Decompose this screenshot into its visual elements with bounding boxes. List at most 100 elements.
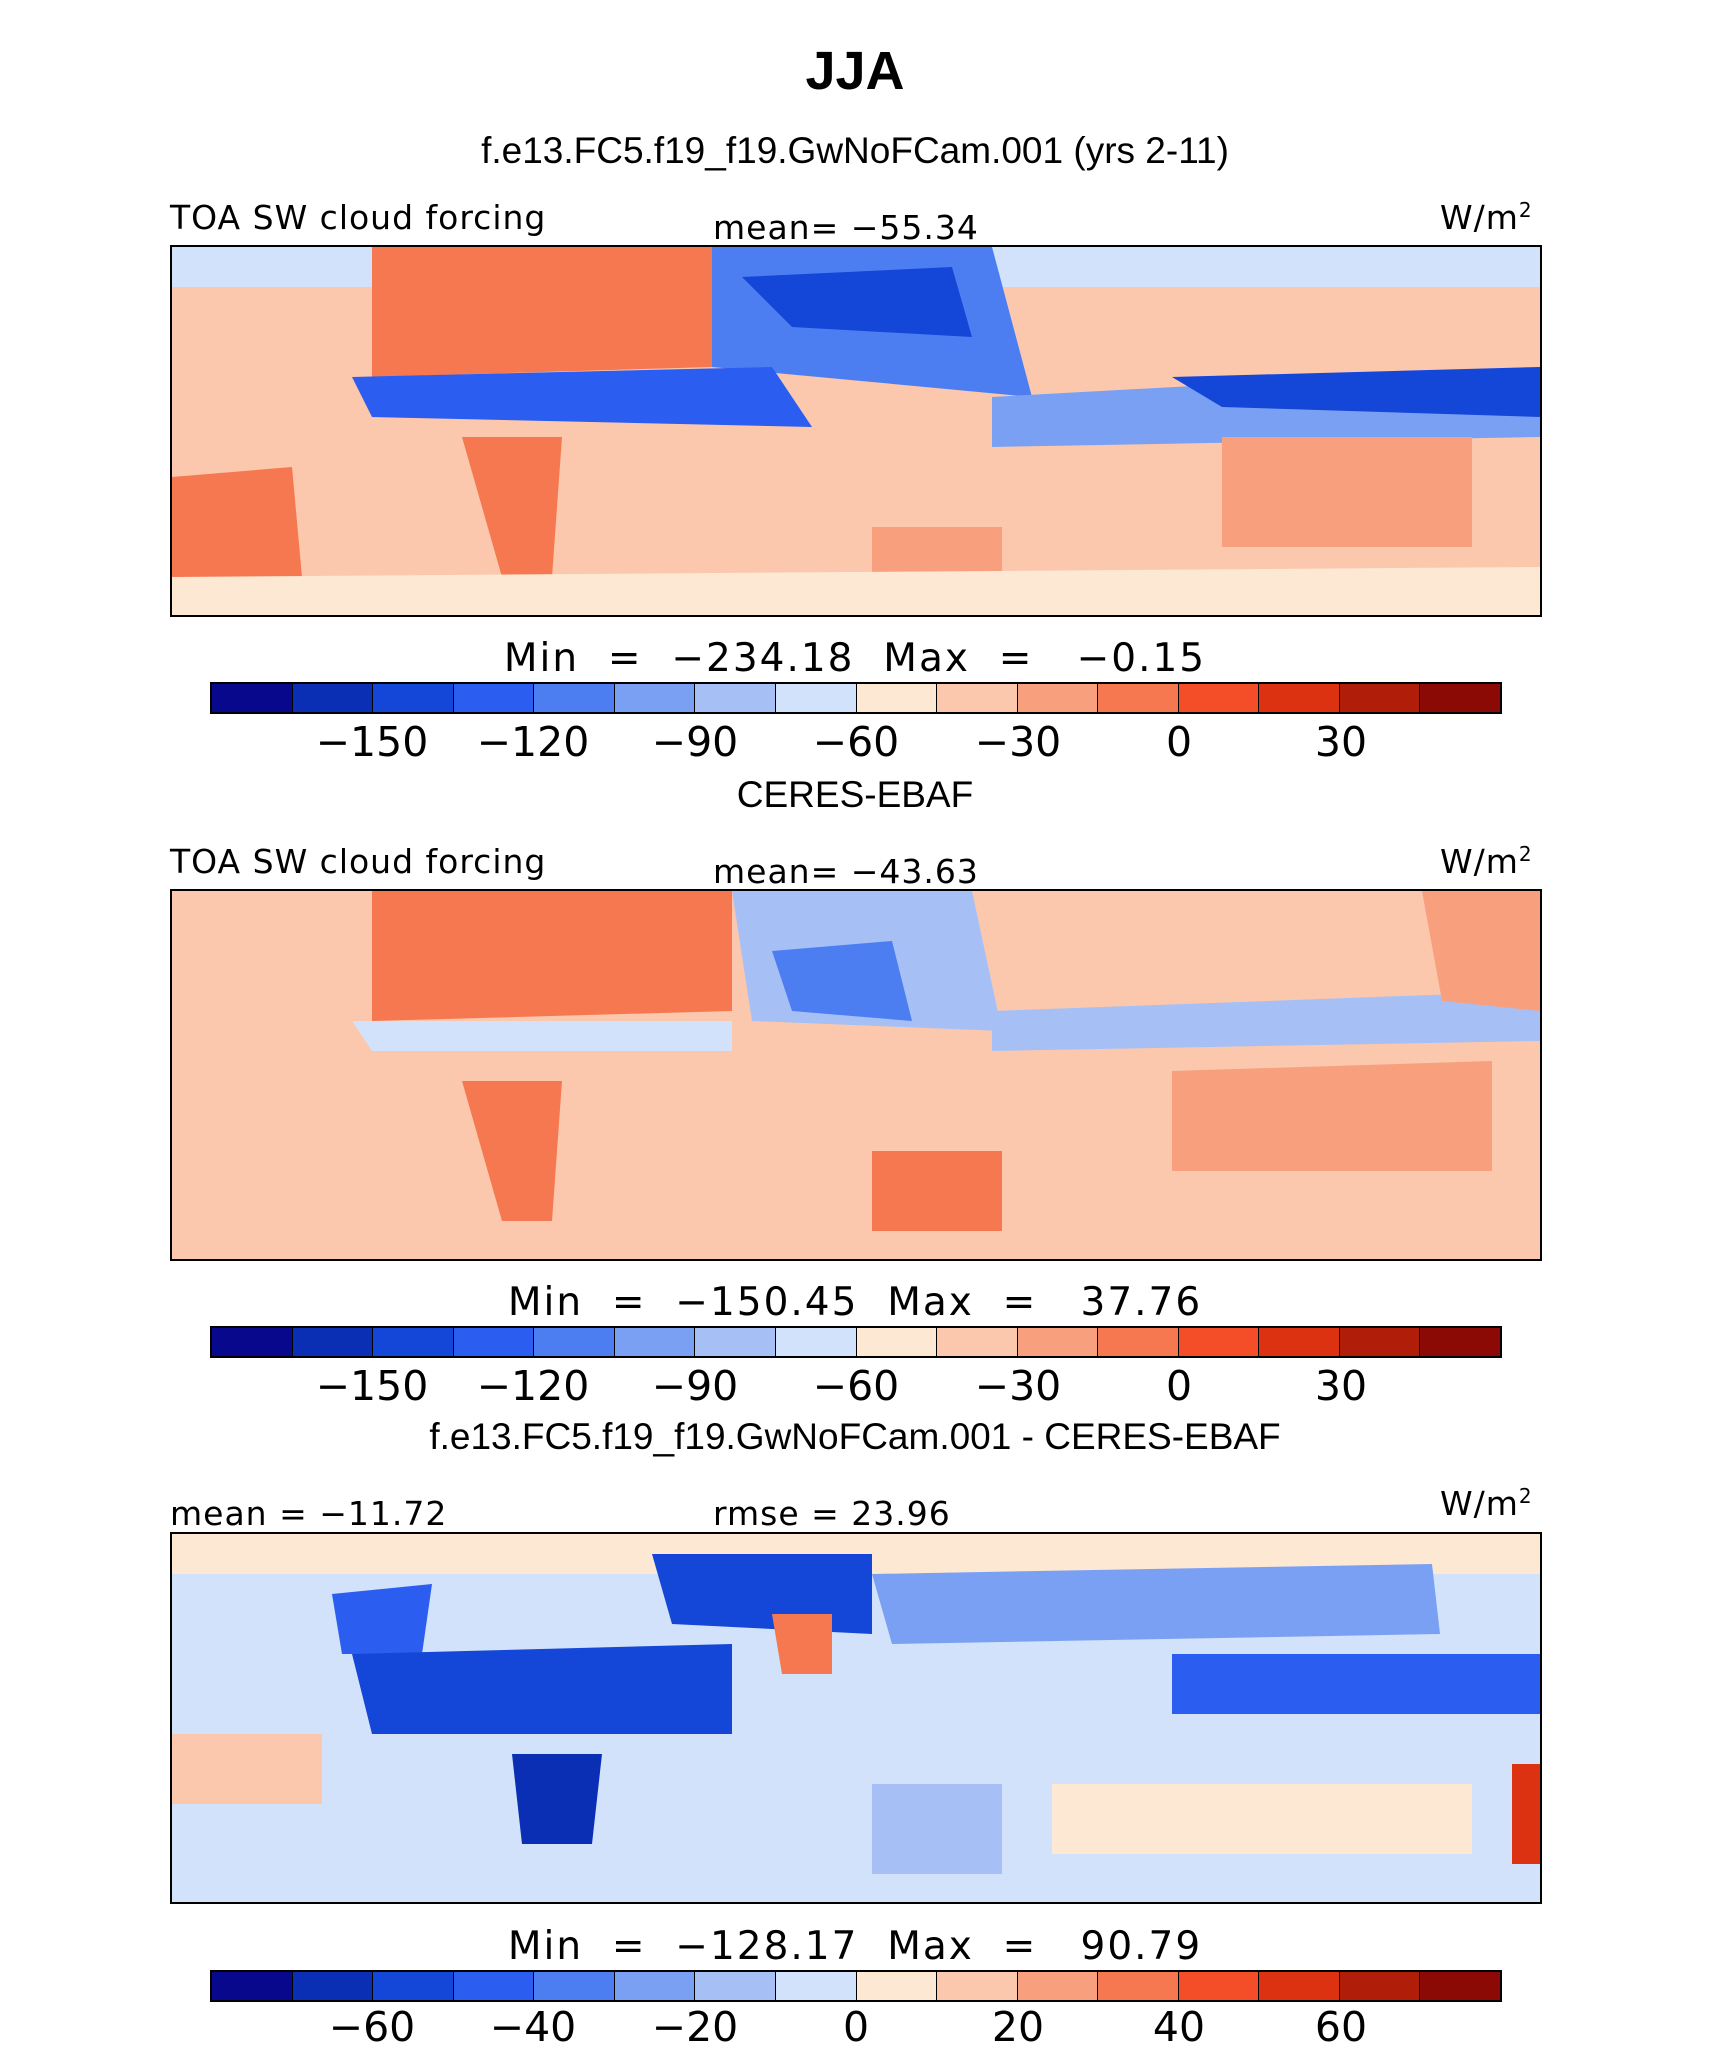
panel-1-variable-label: TOA SW cloud forcing — [170, 198, 547, 237]
south-america — [172, 467, 302, 587]
panel-3-title: f.e13.FC5.f19_f19.GwNoFCam.001 - CERES-E… — [429, 1416, 1281, 1457]
colorbar-swatch — [1178, 684, 1260, 712]
south-atlantic-anomaly — [172, 1734, 322, 1804]
sahara-west-anomaly — [332, 1584, 432, 1654]
southern-africa-anomaly — [512, 1754, 602, 1844]
colorbar-swatch — [1098, 684, 1179, 712]
monsoon-core — [742, 267, 972, 337]
panel-2-tick: −150 — [315, 1362, 429, 1410]
panel-1-tick: −30 — [974, 718, 1062, 766]
colorbar-swatch — [856, 684, 938, 712]
main-title: JJA — [805, 41, 905, 101]
african-itcz — [352, 367, 812, 427]
african-itcz-anomaly — [352, 1644, 732, 1734]
panel-3-rmse-label: rmse = 23.96 — [713, 1494, 951, 1533]
panel-3-tick: 20 — [991, 2003, 1045, 2051]
panel-3-tick: 60 — [1314, 2003, 1368, 2051]
colorbar-swatch — [373, 1328, 454, 1356]
colorbar-swatch — [1259, 1328, 1340, 1356]
asia-anomaly — [652, 1554, 872, 1634]
southern-africa — [462, 437, 562, 577]
colorbar-swatch — [695, 684, 776, 712]
panel-2-tick: −120 — [476, 1362, 590, 1410]
panel-1-tick: −120 — [476, 718, 590, 766]
colorbar-swatch — [534, 1328, 615, 1356]
colorbar-swatch — [1420, 1972, 1500, 2000]
colorbar-swatch — [1098, 1328, 1179, 1356]
panel-1-tick: −90 — [651, 718, 739, 766]
panel-3-tick: 0 — [842, 2003, 870, 2051]
panel-3-tick: −40 — [489, 2003, 577, 2051]
panel-2-tick: 0 — [1165, 1362, 1193, 1410]
colorbar-swatch — [292, 1972, 374, 2000]
panel-2-variable-label: TOA SW cloud forcing — [170, 842, 547, 881]
colorbar-swatch — [856, 1328, 938, 1356]
colorbar-swatch — [212, 1328, 293, 1356]
panel-1-tick: −60 — [812, 718, 900, 766]
colorbar-swatch — [937, 1328, 1018, 1356]
colorbar-swatch — [534, 1972, 615, 2000]
colorbar-swatch — [453, 1972, 535, 2000]
panel-2-units: W/m2 — [1440, 842, 1533, 881]
colorbar-swatch — [775, 684, 857, 712]
colorbar-swatch — [775, 1972, 857, 2000]
colorbar-swatch — [614, 1328, 696, 1356]
north-america-west — [1422, 891, 1540, 1011]
monsoon-core — [772, 941, 912, 1021]
colorbar-swatch — [453, 684, 535, 712]
pacific-itcz-anomaly — [1172, 1654, 1540, 1714]
panel-2-tick: −30 — [974, 1362, 1062, 1410]
colorbar-swatch — [695, 1972, 776, 2000]
colorbar-swatch — [1098, 1972, 1179, 2000]
panel-2-colorbar — [210, 1326, 1502, 1358]
colorbar-swatch — [1017, 1328, 1099, 1356]
colorbar-swatch — [453, 1328, 535, 1356]
sahara-region — [372, 247, 712, 377]
australia — [872, 1151, 1002, 1231]
colorbar-swatch — [292, 684, 374, 712]
panel-3-minmax: Min = −128.17 Max = 90.79 — [507, 1924, 1203, 1969]
colorbar-swatch — [1339, 1328, 1421, 1356]
colorbar-swatch — [1420, 1328, 1500, 1356]
panel-3-colorbar — [210, 1970, 1502, 2002]
southern-africa — [462, 1081, 562, 1221]
colorbar-swatch — [1178, 1972, 1260, 2000]
panel-1-mean-label: mean= −55.34 — [713, 208, 979, 247]
colorbar-swatch — [1017, 684, 1099, 712]
african-itcz — [352, 1021, 732, 1051]
panel-3-tick: −60 — [328, 2003, 416, 2051]
panel-3-units: W/m2 — [1440, 1484, 1533, 1523]
southern-band — [172, 567, 1540, 615]
peru-coast-anomaly — [1512, 1764, 1540, 1864]
colorbar-swatch — [373, 1972, 454, 2000]
pacific-itcz-core — [1172, 367, 1540, 417]
panel-3-mean-label: mean = −11.72 — [170, 1494, 448, 1533]
colorbar-swatch — [614, 1972, 696, 2000]
colorbar-swatch — [614, 684, 696, 712]
panel-3-map-svg — [172, 1534, 1540, 1902]
se-pacific-stratus — [1172, 1061, 1492, 1171]
panel-1-tick: 0 — [1165, 718, 1193, 766]
colorbar-swatch — [1178, 1328, 1260, 1356]
colorbar-swatch — [937, 1972, 1018, 2000]
panel-1-map — [170, 245, 1542, 617]
panel-1-units: W/m2 — [1440, 198, 1533, 237]
panel-2-map — [170, 889, 1542, 1261]
indochina-anomaly — [772, 1614, 832, 1674]
panel-3-tick: 40 — [1152, 2003, 1206, 2051]
colorbar-swatch — [373, 684, 454, 712]
panel-1-title: f.e13.FC5.f19_f19.GwNoFCam.001 (yrs 2-11… — [481, 130, 1229, 171]
colorbar-swatch — [1339, 1972, 1421, 2000]
panel-2-mean-label: mean= −43.63 — [713, 852, 979, 891]
colorbar-swatch — [212, 684, 293, 712]
panel-1-map-svg — [172, 247, 1540, 615]
colorbar-swatch — [292, 1328, 374, 1356]
colorbar-swatch — [775, 1328, 857, 1356]
panel-2-tick: 30 — [1314, 1362, 1368, 1410]
sahara-region — [372, 891, 732, 1021]
panel-3-map — [170, 1532, 1542, 1904]
pacific-itcz — [992, 991, 1540, 1051]
colorbar-swatch — [212, 1972, 293, 2000]
panel-1-minmax: Min = −234.18 Max = −0.15 — [503, 636, 1207, 681]
panel-2-tick: −90 — [651, 1362, 739, 1410]
